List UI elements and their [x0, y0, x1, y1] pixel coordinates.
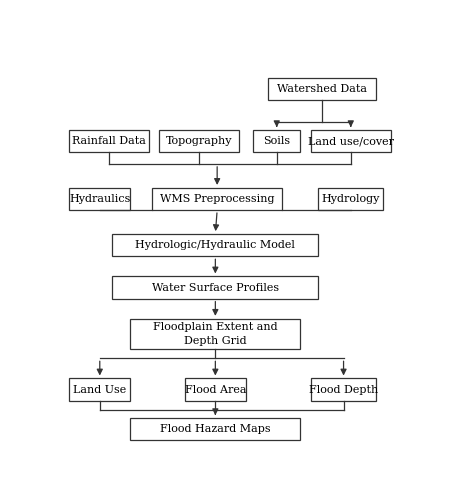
- Text: Water Surface Profiles: Water Surface Profiles: [152, 282, 279, 292]
- Text: Hydrologic/Hydraulic Model: Hydrologic/Hydraulic Model: [136, 240, 295, 250]
- Text: Land Use: Land Use: [73, 384, 126, 394]
- Bar: [267, 78, 376, 100]
- Bar: [130, 418, 300, 440]
- Bar: [112, 234, 318, 256]
- Text: Land use/cover: Land use/cover: [308, 136, 394, 146]
- Bar: [185, 378, 246, 400]
- Text: Rainfall Data: Rainfall Data: [72, 136, 146, 146]
- Text: Soils: Soils: [263, 136, 290, 146]
- Bar: [311, 378, 376, 400]
- Bar: [112, 276, 318, 298]
- Text: Flood Hazard Maps: Flood Hazard Maps: [160, 424, 271, 434]
- Bar: [130, 318, 300, 349]
- Bar: [254, 130, 300, 152]
- Text: Hydrology: Hydrology: [322, 194, 380, 204]
- Text: Floodplain Extent and
Depth Grid: Floodplain Extent and Depth Grid: [153, 322, 278, 345]
- Bar: [311, 130, 391, 152]
- Text: Flood Area: Flood Area: [185, 384, 246, 394]
- Bar: [69, 188, 130, 210]
- Bar: [69, 130, 149, 152]
- Bar: [152, 188, 282, 210]
- Text: WMS Preprocessing: WMS Preprocessing: [160, 194, 274, 204]
- Text: Flood Depth: Flood Depth: [309, 384, 378, 394]
- Bar: [159, 130, 239, 152]
- Text: Topography: Topography: [166, 136, 233, 146]
- Bar: [69, 378, 130, 400]
- Text: Watershed Data: Watershed Data: [277, 84, 367, 94]
- Bar: [318, 188, 383, 210]
- Text: Hydraulics: Hydraulics: [69, 194, 130, 204]
